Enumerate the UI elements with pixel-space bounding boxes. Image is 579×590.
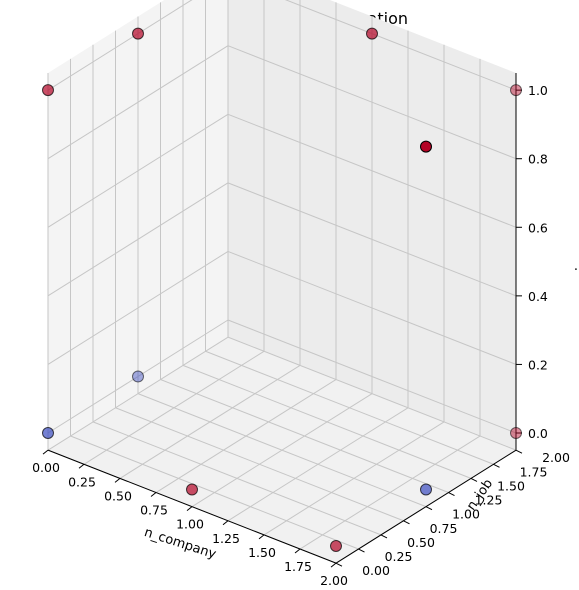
data-points [42, 27, 522, 552]
x-tick-label: 2.00 [320, 573, 348, 588]
z-tick-label: 0.2 [528, 357, 548, 372]
back-gridline-z [227, 250, 517, 365]
x-tick-label: 1.25 [212, 531, 240, 546]
y-tick-mark [358, 548, 365, 553]
axis-lines [42, 73, 523, 568]
y-tick-mark [403, 520, 410, 525]
left-gridline-z [47, 251, 229, 365]
left-gridline-z [47, 45, 229, 160]
x-tick-label: 1.00 [176, 517, 204, 532]
y-tick-mark [493, 463, 500, 468]
y-tick-mark [448, 492, 455, 496]
tick-labels: 0.000.250.500.751.001.251.501.752.000.00… [32, 83, 570, 588]
x-tick-mark [42, 449, 49, 455]
x-tick-mark [114, 478, 121, 483]
y-tick-label: 1.50 [497, 478, 525, 493]
y-tick-mark [335, 562, 343, 567]
data-point [510, 84, 522, 97]
data-point [366, 27, 378, 40]
x-tick-label: 0.25 [68, 474, 96, 489]
y-tick-label: 0.50 [407, 535, 435, 550]
data-point [510, 427, 522, 439]
y-tick-label: 2.00 [542, 450, 570, 465]
data-point [132, 370, 144, 383]
y-tick-mark [425, 506, 433, 511]
floor-gridline-y [115, 407, 404, 522]
back-gridline-z [227, 182, 517, 297]
left-gridline-z [47, 182, 229, 297]
x-tick-mark [186, 506, 193, 512]
floor-gridline-y [137, 393, 427, 508]
x-tick-label: 1.50 [248, 545, 276, 560]
back-gridline-z [227, 319, 517, 434]
y-tick-label: 0.25 [385, 549, 413, 564]
z-axis-label: . [574, 259, 578, 274]
z-tick-label: 0.6 [528, 220, 548, 235]
x-tick-mark [294, 548, 301, 554]
z-tick-label: 0.4 [528, 289, 548, 304]
floor-gridline-y [227, 336, 517, 451]
data-point [42, 84, 54, 97]
data-point [42, 427, 54, 439]
z-tick-label: 1.0 [528, 83, 548, 98]
y-tick-mark [380, 534, 388, 539]
x-tick-label: 1.75 [284, 559, 312, 574]
data-point [132, 27, 144, 40]
axes-panes [48, 0, 516, 564]
x-tick-label: 0.00 [32, 460, 60, 475]
back-gridline-z [227, 45, 517, 160]
x-tick-mark [150, 492, 157, 497]
floor-gridline-y [70, 435, 359, 550]
x-tick-mark [78, 463, 85, 469]
y-tick-mark [470, 477, 478, 482]
data-point [186, 483, 198, 496]
x-tick-label: 0.50 [104, 488, 132, 503]
y-tick-label: 0.75 [430, 521, 458, 536]
left-gridline-z [47, 113, 229, 228]
data-point [330, 540, 342, 552]
y-tick-label: 0.00 [362, 563, 390, 578]
back-gridline-z [227, 113, 517, 228]
y-tick-mark [515, 449, 523, 454]
data-point [420, 140, 432, 153]
floor-gridline-y [160, 379, 449, 493]
z-tick-label: 0.0 [528, 426, 548, 441]
x-tick-label: 0.75 [140, 503, 168, 518]
z-tick-label: 0.8 [528, 152, 548, 167]
left-gridline-z [47, 319, 229, 434]
x-tick-mark [258, 534, 265, 540]
floor-gridline-y [205, 350, 494, 465]
y-tick-label: 1.75 [520, 464, 548, 479]
floor-gridline-y [182, 364, 472, 479]
data-point [420, 483, 432, 496]
y-tick-label: 1.00 [452, 507, 480, 522]
x-tick-mark [222, 520, 229, 526]
floor-gridline-y [92, 421, 382, 536]
y-tick-label: 1.25 [475, 493, 503, 508]
x-tick-mark [330, 562, 337, 568]
